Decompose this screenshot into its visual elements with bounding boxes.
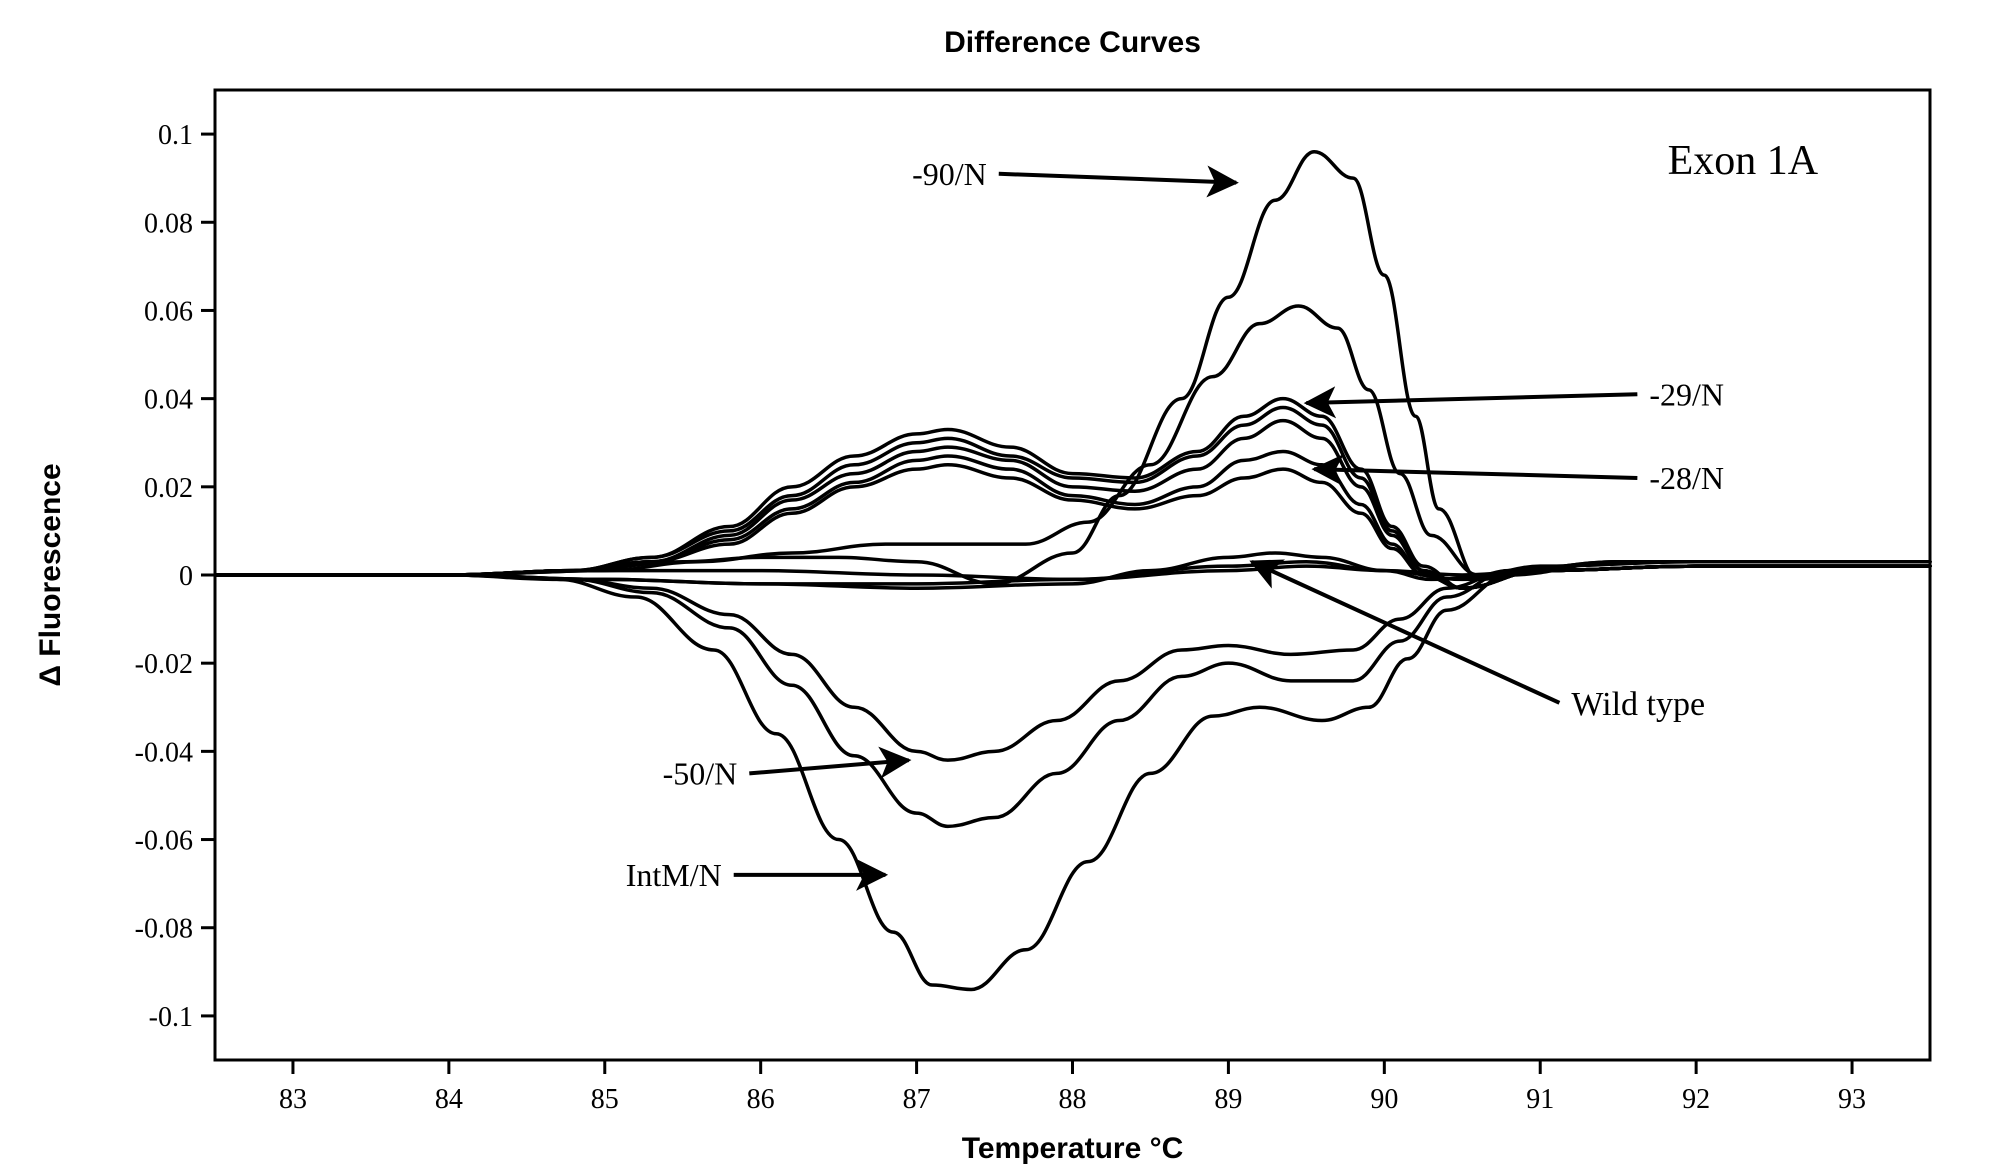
y-tick-label: 0.08 xyxy=(144,208,193,239)
y-tick-label: 0.1 xyxy=(158,120,193,151)
y-tick-label: -0.08 xyxy=(135,914,193,945)
y-tick-label: 0.02 xyxy=(144,473,193,504)
panel-label: Exon 1A xyxy=(1668,138,1819,184)
x-axis-label: Temperature °C xyxy=(962,1132,1184,1165)
annotation-label: -28/N xyxy=(1649,460,1724,496)
x-tick-label: 92 xyxy=(1682,1084,1710,1115)
annotation-label: IntM/N xyxy=(626,857,722,893)
chart-title: Difference Curves xyxy=(944,26,1201,59)
x-tick-label: 91 xyxy=(1526,1084,1554,1115)
y-tick-label: 0 xyxy=(179,561,193,592)
y-tick-label: 0.06 xyxy=(144,296,193,327)
x-tick-label: 83 xyxy=(279,1084,307,1115)
x-tick-label: 85 xyxy=(591,1084,619,1115)
annotation-label: -29/N xyxy=(1649,376,1724,412)
annotation-label: -90/N xyxy=(912,156,987,192)
chart-svg: Difference Curves 83 84 85 86 87 88 89 90 91 92 93 -… xyxy=(0,0,2007,1169)
x-tick-label: 86 xyxy=(747,1084,775,1115)
x-tick-label: 87 xyxy=(903,1084,931,1115)
y-tick-label: -0.02 xyxy=(135,649,193,680)
y-tick-label: -0.06 xyxy=(135,826,193,857)
x-tick-label: 93 xyxy=(1838,1084,1866,1115)
x-tick-label: 89 xyxy=(1214,1084,1242,1115)
x-tick-label: 84 xyxy=(435,1084,463,1115)
annotation-label: -50/N xyxy=(663,756,738,792)
y-tick-label: 0.04 xyxy=(144,385,193,416)
y-tick-label: -0.1 xyxy=(149,1002,193,1033)
x-tick-label: 90 xyxy=(1370,1084,1398,1115)
y-tick-label: -0.04 xyxy=(135,737,193,768)
x-tick-label: 88 xyxy=(1059,1084,1087,1115)
y-axis-label: Δ Fluorescence xyxy=(34,463,67,686)
annotation-label: Wild type xyxy=(1571,686,1705,723)
chart-container: { "chart":{ "type":"line", "title":"Diff… xyxy=(0,0,2007,1169)
